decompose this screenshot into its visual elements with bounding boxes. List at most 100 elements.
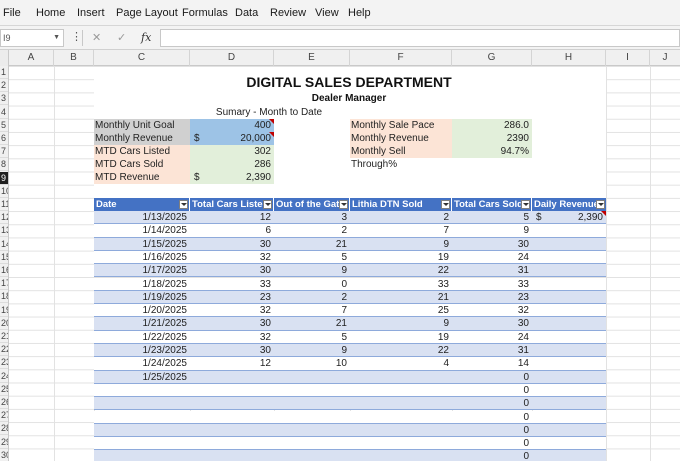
- cell-lithia-dtn-sold[interactable]: 4: [443, 358, 449, 370]
- cell-daily-revenue[interactable]: $2,390: [532, 211, 606, 224]
- cell-total-cars-listed[interactable]: 32: [259, 251, 271, 263]
- row-header[interactable]: 9: [0, 171, 8, 185]
- cell-out-of-the-gate[interactable]: [274, 371, 350, 384]
- cell-daily-revenue[interactable]: [532, 357, 606, 370]
- cell-out-of-the-gate[interactable]: [274, 450, 350, 461]
- menu-formulas[interactable]: Formulas: [182, 6, 228, 19]
- cell-out-of-the-gate[interactable]: 0: [341, 278, 347, 290]
- cell-date[interactable]: 1/23/2025: [142, 345, 188, 356]
- cell-lithia-dtn-sold[interactable]: [350, 424, 452, 437]
- cell-daily-revenue[interactable]: [532, 437, 606, 450]
- cell-total-cars-sold[interactable]: 30: [517, 318, 529, 330]
- header-total-cars-listed[interactable]: Total Cars Listed: [190, 198, 274, 211]
- select-all-corner[interactable]: [0, 50, 9, 66]
- cell-daily-revenue[interactable]: [532, 344, 606, 357]
- menu-insert[interactable]: Insert: [77, 6, 105, 19]
- cell-out-of-the-gate[interactable]: 5: [341, 331, 347, 343]
- filter-dropdown-icon[interactable]: [263, 200, 272, 209]
- cell-date[interactable]: [94, 384, 190, 397]
- cell-total-cars-sold[interactable]: 0: [523, 438, 529, 450]
- cell-total-cars-listed[interactable]: 30: [259, 265, 271, 277]
- cell-out-of-the-gate[interactable]: 7: [341, 305, 347, 317]
- column-header-d[interactable]: D: [190, 50, 274, 66]
- kpi-label-cars-sold[interactable]: MTD Cars Sold: [94, 158, 190, 171]
- cell-total-cars-sold[interactable]: 0: [523, 371, 529, 383]
- pace-label-revenue[interactable]: Monthly Revenue Pace: [350, 132, 452, 157]
- row-header[interactable]: 21: [0, 330, 8, 343]
- cell-total-cars-sold[interactable]: 0: [523, 424, 529, 436]
- cell-total-cars-listed[interactable]: [190, 450, 274, 461]
- row-header[interactable]: 10: [0, 185, 8, 198]
- cell-total-cars-sold[interactable]: 5: [523, 212, 529, 223]
- cell-total-cars-sold[interactable]: 30: [517, 238, 529, 250]
- header-date[interactable]: Date: [94, 198, 190, 211]
- cell-total-cars-listed[interactable]: [190, 397, 274, 410]
- row-header[interactable]: 29: [0, 436, 8, 449]
- cell-daily-revenue[interactable]: [532, 251, 606, 264]
- row-header[interactable]: 3: [0, 92, 8, 106]
- cell-daily-revenue[interactable]: [532, 264, 606, 277]
- filter-dropdown-icon[interactable]: [339, 200, 348, 209]
- cancel-icon[interactable]: ✕: [92, 32, 102, 44]
- cell-total-cars-listed[interactable]: 23: [259, 291, 271, 303]
- cell-daily-revenue[interactable]: [532, 371, 606, 384]
- more-options-icon[interactable]: ⋮: [71, 31, 82, 43]
- filter-dropdown-icon[interactable]: [441, 200, 450, 209]
- row-header[interactable]: 1: [0, 66, 8, 79]
- cell-total-cars-sold[interactable]: 23: [517, 291, 529, 303]
- cell-daily-revenue[interactable]: [532, 397, 606, 410]
- row-header[interactable]: 5: [0, 119, 8, 132]
- kpi-value-unit-goal[interactable]: 400: [190, 119, 274, 132]
- cell-total-cars-sold[interactable]: 31: [517, 345, 529, 356]
- cell-total-cars-listed[interactable]: [190, 437, 274, 450]
- cell-daily-revenue[interactable]: [532, 424, 606, 437]
- row-header[interactable]: 26: [0, 396, 8, 409]
- cell-total-cars-listed[interactable]: 30: [259, 318, 271, 330]
- cell-lithia-dtn-sold[interactable]: [350, 437, 452, 450]
- menu-review[interactable]: Review: [270, 6, 307, 19]
- chevron-down-icon[interactable]: ▼: [53, 34, 60, 41]
- row-header[interactable]: 28: [0, 422, 8, 436]
- kpi-label-unit-goal[interactable]: Monthly Unit Goal: [94, 119, 190, 132]
- cell-total-cars-sold[interactable]: 0: [523, 411, 529, 423]
- cell-date[interactable]: [94, 450, 190, 461]
- cell-total-cars-listed[interactable]: 12: [259, 358, 271, 370]
- cell-total-cars-sold[interactable]: 14: [517, 358, 529, 370]
- cell-total-cars-listed[interactable]: 12: [259, 212, 271, 223]
- cell-out-of-the-gate[interactable]: 2: [341, 225, 347, 237]
- cell-lithia-dtn-sold[interactable]: [350, 411, 452, 424]
- cell-out-of-the-gate[interactable]: 10: [335, 358, 347, 370]
- cell-lithia-dtn-sold[interactable]: 19: [437, 251, 449, 263]
- cell-total-cars-listed[interactable]: 32: [259, 331, 271, 343]
- cell-out-of-the-gate[interactable]: 3: [341, 212, 347, 223]
- cell-total-cars-sold[interactable]: 33: [517, 278, 529, 290]
- kpi-label-revenue-goal[interactable]: Monthly Revenue Goal: [94, 132, 190, 157]
- cell-lithia-dtn-sold[interactable]: 33: [437, 278, 449, 290]
- menu-file[interactable]: File: [3, 6, 21, 19]
- menu-help[interactable]: Help: [348, 6, 371, 19]
- pace-label-sale[interactable]: Monthly Sale Pace: [350, 119, 452, 132]
- comment-indicator-icon[interactable]: [601, 211, 606, 216]
- cell-date[interactable]: [94, 424, 190, 437]
- row-header[interactable]: 19: [0, 304, 8, 317]
- cell-date[interactable]: 1/20/2025: [142, 305, 188, 317]
- cell-lithia-dtn-sold[interactable]: [350, 397, 452, 410]
- kpi-label-cars-listed[interactable]: MTD Cars Listed: [94, 145, 190, 158]
- filter-dropdown-icon[interactable]: [521, 200, 530, 209]
- header-total-cars-sold[interactable]: Total Cars Sold: [452, 198, 532, 211]
- cell-out-of-the-gate[interactable]: 9: [341, 265, 347, 277]
- cell-daily-revenue[interactable]: [532, 238, 606, 251]
- cell-daily-revenue[interactable]: [532, 278, 606, 291]
- cell-lithia-dtn-sold[interactable]: 2: [443, 212, 449, 223]
- menu-home[interactable]: Home: [36, 6, 66, 19]
- cell-daily-revenue[interactable]: [532, 317, 606, 330]
- cell-lithia-dtn-sold[interactable]: [350, 450, 452, 461]
- cell-total-cars-listed[interactable]: 30: [259, 238, 271, 250]
- cell-out-of-the-gate[interactable]: 2: [341, 291, 347, 303]
- cell-total-cars-sold[interactable]: 0: [523, 398, 529, 410]
- cell-date[interactable]: [94, 411, 190, 424]
- cell-total-cars-listed[interactable]: 32: [259, 305, 271, 317]
- row-header[interactable]: 15: [0, 251, 8, 264]
- cell-date[interactable]: 1/25/2025: [142, 371, 188, 383]
- filter-dropdown-icon[interactable]: [596, 200, 605, 209]
